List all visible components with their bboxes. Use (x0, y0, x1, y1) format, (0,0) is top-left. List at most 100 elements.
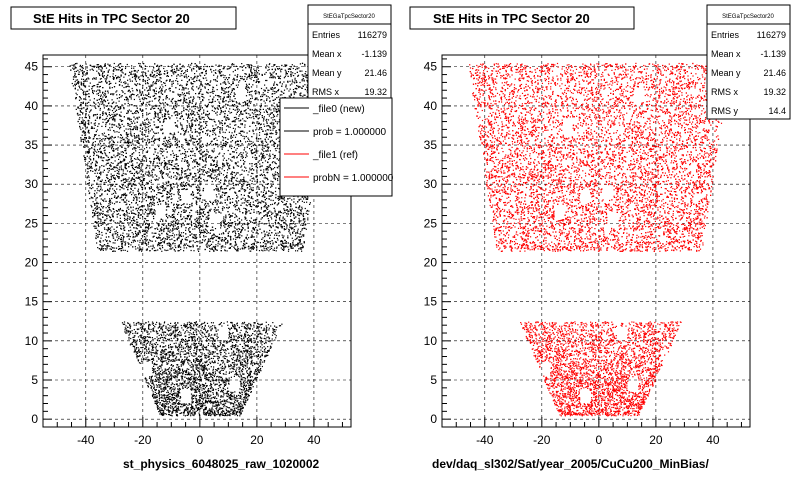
hit-point (99, 202, 101, 204)
hit-point (102, 134, 104, 136)
hit-point (259, 163, 261, 165)
hit-point (190, 249, 192, 252)
hit-point (201, 125, 203, 127)
hit-point (274, 167, 276, 169)
hit-point (276, 226, 278, 228)
hit-point (122, 210, 124, 212)
hit-point (142, 224, 144, 226)
hit-point (156, 222, 158, 224)
hit-point (126, 186, 128, 188)
hit-point (139, 148, 141, 151)
hit-point (92, 141, 94, 144)
hit-point (190, 240, 192, 242)
hit-point (262, 250, 264, 252)
hit-point (235, 208, 237, 211)
hit-point (213, 171, 215, 173)
hit-point (188, 228, 190, 230)
hit-point (229, 74, 231, 76)
hit-point (216, 143, 218, 145)
hit-point (100, 220, 102, 222)
hit-point (123, 76, 125, 78)
hit-point (259, 181, 261, 183)
hit-point (183, 170, 185, 172)
hit-point (195, 236, 197, 238)
hit-point (114, 242, 116, 244)
hit-point (86, 78, 88, 80)
hit-point (224, 79, 226, 81)
hit-point (120, 70, 122, 72)
hit-point (194, 160, 196, 163)
hit-point (185, 87, 187, 90)
hit-point (260, 218, 262, 220)
hit-point (184, 220, 186, 222)
hit-point (176, 75, 178, 77)
hit-point (298, 219, 300, 221)
hit-point (220, 188, 222, 190)
hit-point (154, 138, 156, 140)
hit-point (275, 217, 277, 219)
hit-point (151, 128, 153, 130)
hit-point (129, 226, 131, 228)
hit-point (236, 156, 238, 158)
hit-point (278, 196, 281, 198)
hit-point (231, 160, 233, 162)
hit-point (263, 94, 265, 96)
hit-point (282, 219, 284, 221)
hit-point (219, 69, 221, 71)
hit-point (163, 150, 165, 152)
hit-point (109, 146, 111, 148)
hit-point (303, 221, 305, 223)
hit-point (193, 106, 195, 108)
hit-point (190, 81, 192, 84)
hit-point (123, 142, 125, 144)
hit-point (202, 93, 204, 95)
hit-point (106, 248, 108, 250)
hit-point (168, 224, 170, 226)
hit-point (204, 83, 206, 85)
hit-point (108, 168, 110, 170)
hit-point (155, 240, 157, 242)
hit-point (241, 169, 243, 171)
hit-point (244, 75, 246, 78)
hit-point (234, 241, 236, 243)
hit-point (194, 225, 196, 227)
hit-point (118, 173, 120, 175)
hit-point (202, 215, 204, 218)
hit-point (103, 107, 105, 109)
hit-point (188, 79, 190, 82)
hit-point (194, 108, 196, 110)
hit-point (247, 140, 249, 142)
hit-point (196, 86, 198, 88)
hit-point (207, 89, 209, 91)
hit-point (256, 232, 258, 234)
hit-point (240, 140, 242, 143)
hit-point (81, 65, 84, 67)
hit-point (126, 250, 129, 252)
hit-point (221, 86, 223, 89)
hit-point (142, 134, 144, 136)
hit-point (127, 128, 129, 130)
hit-point (180, 185, 182, 187)
hit-point (207, 232, 209, 234)
hit-point (278, 218, 281, 220)
hit-point (157, 80, 160, 82)
hit-point (144, 139, 146, 141)
hit-point (113, 93, 115, 95)
hit-point (229, 216, 231, 218)
hit-point (243, 138, 245, 140)
hit-point (111, 87, 113, 89)
hit-point (111, 113, 113, 116)
hit-point (111, 148, 113, 150)
hit-point (102, 96, 104, 98)
hit-point (205, 69, 207, 72)
hit-point (85, 102, 87, 104)
hit-point (118, 245, 120, 248)
hit-point (214, 228, 217, 230)
hit-point (300, 231, 302, 233)
hit-point (213, 150, 215, 152)
hit-point (246, 155, 248, 157)
hit-point (195, 158, 197, 161)
hit-point (246, 64, 248, 66)
hit-point (139, 130, 141, 132)
hit-point (272, 173, 274, 175)
